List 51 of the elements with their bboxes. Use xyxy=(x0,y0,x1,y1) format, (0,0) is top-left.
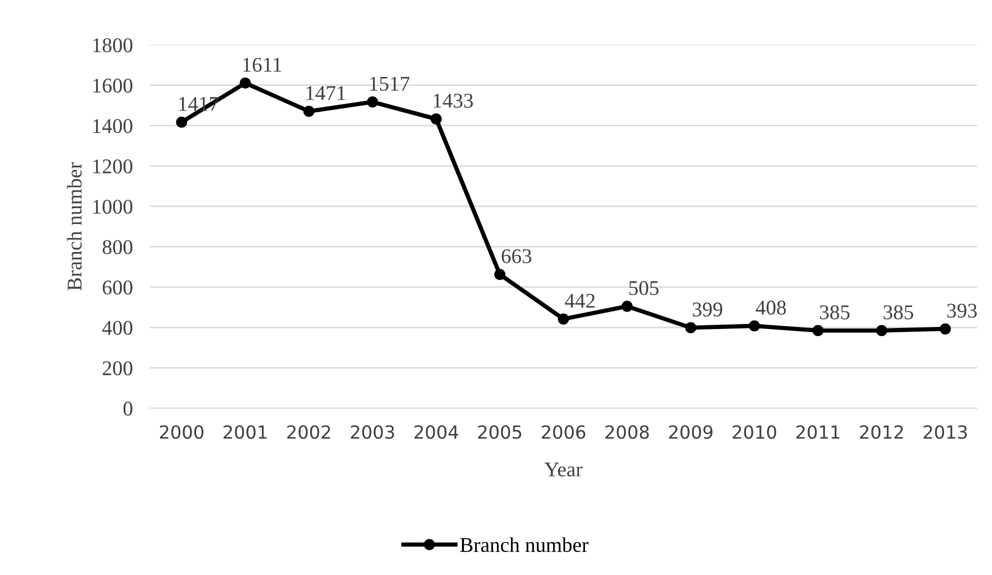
data-label: 1471 xyxy=(306,86,346,100)
point xyxy=(430,113,442,124)
y-tick-label: 1000 xyxy=(93,200,132,214)
data-label: 442 xyxy=(564,294,595,308)
x-tick-label: 2009 xyxy=(669,425,712,439)
x-tick-label: 2000 xyxy=(160,425,204,439)
data-label: 1433 xyxy=(434,94,473,108)
y-tick-label: 0 xyxy=(124,402,132,416)
data-label: 399 xyxy=(692,302,722,317)
point xyxy=(176,116,188,128)
data-label: 505 xyxy=(629,281,659,296)
data-label: 385 xyxy=(884,305,914,320)
point xyxy=(558,313,570,325)
data-label: 408 xyxy=(756,300,786,315)
x-tick-label: 2004 xyxy=(414,425,458,439)
x-tick-label: 2011 xyxy=(796,425,840,439)
x-tick-label: 2006 xyxy=(542,425,586,439)
x-axis-title: Year xyxy=(544,462,582,476)
x-tick-label: 2005 xyxy=(478,425,522,439)
point xyxy=(240,77,251,89)
point xyxy=(940,323,951,334)
x-tick-label: 2010 xyxy=(732,425,776,439)
x-tick-label: 2003 xyxy=(350,425,394,439)
point xyxy=(303,106,314,117)
legend-label: Branch number xyxy=(460,537,588,552)
point xyxy=(812,324,824,336)
data-label: 1517 xyxy=(370,76,410,91)
y-tick-label: 600 xyxy=(102,280,132,295)
point xyxy=(622,300,633,312)
y-tick-label: 1600 xyxy=(93,78,132,93)
data-label: 1611 xyxy=(243,58,282,72)
x-tick-label: 2002 xyxy=(287,425,330,439)
y-tick-label: 1800 xyxy=(93,38,132,52)
data-label: 385 xyxy=(820,305,850,320)
point xyxy=(876,324,888,336)
y-axis-title: Branch number xyxy=(67,162,82,290)
x-tick-label: 2012 xyxy=(860,425,903,439)
data-label: 663 xyxy=(502,249,532,264)
x-tick-label: 2008 xyxy=(605,425,649,439)
x-tick-label: 2013 xyxy=(924,425,967,439)
point xyxy=(748,320,760,332)
y-tick-label: 800 xyxy=(102,240,132,254)
point xyxy=(685,322,696,334)
y-tick-label: 1400 xyxy=(93,118,132,134)
y-tick-label: 200 xyxy=(102,361,132,376)
y-tick-label: 400 xyxy=(102,320,132,335)
data-label: 393 xyxy=(947,304,977,318)
point xyxy=(494,268,506,280)
y-tick-label: 1200 xyxy=(93,159,132,174)
point xyxy=(366,96,378,108)
x-tick-label: 2001 xyxy=(224,425,267,439)
